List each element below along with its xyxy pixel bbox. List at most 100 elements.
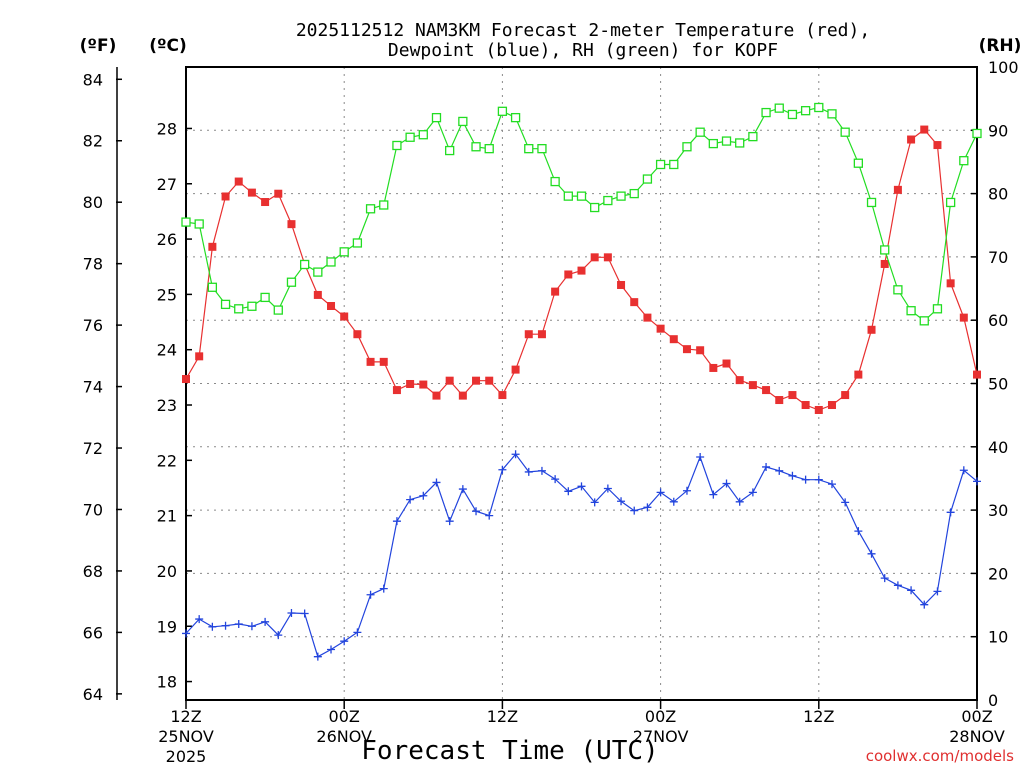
temperature-point (920, 125, 929, 134)
dewpoint-series (182, 450, 981, 661)
dewpoint-point (537, 466, 546, 475)
temperature-point (353, 330, 362, 339)
rh-point (972, 128, 982, 139)
dewpoint-point (973, 477, 981, 486)
rh-point (748, 131, 758, 142)
temperature-point (458, 391, 467, 400)
temperature-point (788, 391, 797, 400)
rh-point (721, 136, 732, 146)
rh-point (853, 158, 863, 168)
rh-point (880, 245, 890, 255)
x-tick-label: 12Z (487, 707, 518, 726)
rh-point (932, 304, 943, 314)
temperature-point (524, 330, 533, 339)
temperature-point (419, 380, 428, 389)
temperature-point (498, 391, 507, 400)
temperature-point (814, 405, 823, 414)
temperature-point (406, 379, 415, 388)
rh-point (445, 145, 455, 156)
rh-point (497, 106, 508, 116)
temperature-point (340, 312, 349, 321)
celsius-tick-label: 26 (157, 230, 177, 249)
temperature-point (261, 198, 270, 207)
temperature-point (841, 391, 850, 400)
rh-point (787, 109, 798, 120)
dewpoint-point (669, 497, 678, 506)
temperature-point (880, 259, 889, 268)
x-tick-year: 2025 (166, 747, 207, 766)
dewpoint-point (577, 482, 586, 491)
dewpoint-point (590, 498, 599, 507)
rh-point (365, 204, 376, 214)
dewpoint-point (379, 584, 388, 593)
temperature-point (801, 401, 810, 410)
2-meter-temperature-series (182, 125, 981, 414)
dewpoint-point (234, 620, 243, 629)
temperature-point (274, 189, 283, 198)
temperature-point (735, 376, 744, 385)
rh-point (800, 106, 811, 116)
temperature-point (327, 302, 336, 311)
rh-point (431, 112, 442, 123)
dewpoint-point (920, 600, 929, 609)
rh-point (510, 112, 521, 123)
dewpoint-point (221, 621, 230, 630)
dewpoint-point (432, 478, 441, 487)
rh-point (286, 277, 297, 287)
rh-point (260, 292, 270, 303)
dewpoint-point (722, 479, 731, 488)
rh-tick-label: 70 (988, 248, 1008, 267)
temperature-point (959, 313, 968, 322)
fahrenheit-tick-label: 72 (83, 439, 103, 458)
rh-point (893, 285, 903, 295)
rh-point (234, 304, 244, 314)
rh-point (458, 116, 468, 127)
rh-point (906, 306, 916, 316)
dewpoint-point (682, 486, 691, 495)
rh-point (616, 191, 626, 201)
rh-point (339, 247, 349, 257)
celsius-tick-label: 22 (157, 451, 177, 470)
fahrenheit-tick-label: 84 (83, 70, 103, 89)
dewpoint-point (748, 488, 757, 497)
dewpoint-point (893, 581, 902, 590)
dewpoint-point (353, 628, 362, 637)
dewpoint-point (208, 622, 217, 631)
dewpoint-point (340, 637, 349, 646)
dewpoint-point (551, 475, 560, 484)
chart-title-line-1: 2025112512 NAM3KM Forecast 2-meter Tempe… (296, 20, 870, 41)
temperature-point (973, 370, 981, 379)
temperature-point (893, 185, 902, 194)
rh-point (181, 217, 191, 227)
rh-point (695, 127, 705, 137)
rh-tick-label: 80 (988, 185, 1008, 204)
fahrenheit-tick-label: 82 (83, 132, 103, 151)
dewpoint-point (788, 471, 797, 480)
rh-point (313, 267, 323, 277)
dewpoint-point (735, 497, 744, 506)
rh-point (827, 109, 837, 119)
rh-point (959, 156, 969, 166)
temperature-point (234, 177, 243, 186)
celsius-tick-label: 25 (157, 285, 177, 304)
temperature-point (485, 376, 494, 385)
dewpoint-point (603, 484, 612, 493)
dewpoint-point (498, 465, 507, 474)
temperature-point (709, 363, 718, 372)
celsius-tick-label: 18 (157, 673, 177, 692)
dewpoint-point (946, 508, 955, 517)
chart-title-line-2: Dewpoint (blue), RH (green) for KOPF (388, 40, 778, 61)
temperature-point (564, 270, 573, 279)
dewpoint-point (300, 609, 309, 618)
temperature-point (669, 335, 678, 344)
rh-point (418, 130, 428, 140)
rh-point (273, 305, 283, 315)
rh-point (471, 142, 481, 152)
dewpoint-point (814, 475, 823, 484)
temperature-point (907, 135, 916, 144)
celsius-tick-label: 19 (157, 617, 177, 636)
rh-point (392, 140, 402, 151)
data-series (181, 102, 982, 661)
temperature-point (551, 287, 560, 296)
celsius-tick-label: 24 (157, 341, 177, 360)
